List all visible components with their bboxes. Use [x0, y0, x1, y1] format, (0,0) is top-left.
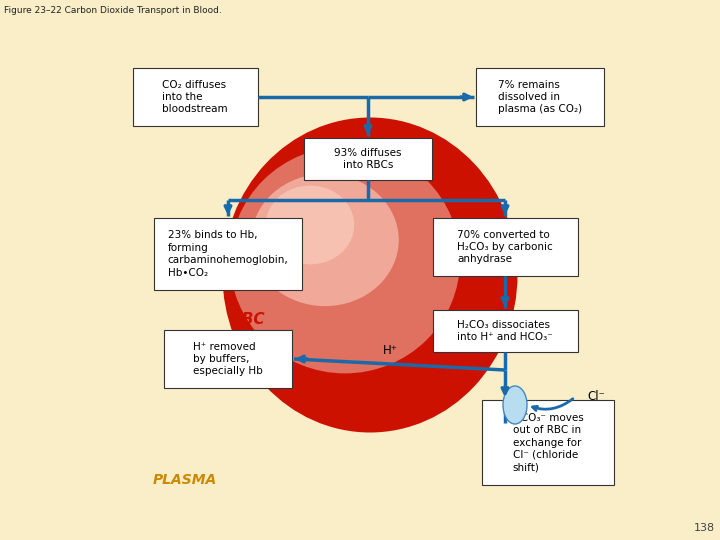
Text: 93% diffuses
into RBCs: 93% diffuses into RBCs: [334, 148, 402, 170]
Ellipse shape: [503, 386, 527, 424]
Text: H⁺ removed
by buffers,
especially Hb: H⁺ removed by buffers, especially Hb: [193, 342, 263, 376]
FancyBboxPatch shape: [476, 68, 604, 126]
FancyBboxPatch shape: [433, 310, 577, 352]
Text: 7% remains
dissolved in
plasma (as CO₂): 7% remains dissolved in plasma (as CO₂): [498, 79, 582, 114]
Ellipse shape: [230, 146, 460, 373]
Ellipse shape: [222, 118, 518, 433]
Text: HCO₃⁻ moves
out of RBC in
exchange for
Cl⁻ (chloride
shift): HCO₃⁻ moves out of RBC in exchange for C…: [513, 413, 583, 472]
Text: PLASMA: PLASMA: [153, 473, 217, 487]
Text: H₂CO₃ dissociates
into H⁺ and HCO₃⁻: H₂CO₃ dissociates into H⁺ and HCO₃⁻: [457, 320, 553, 342]
FancyBboxPatch shape: [164, 330, 292, 388]
FancyBboxPatch shape: [154, 218, 302, 290]
Text: 23% binds to Hb,
forming
carbaminohemoglobin,
Hb•CO₂: 23% binds to Hb, forming carbaminohemogl…: [168, 231, 289, 278]
Text: 138: 138: [694, 523, 715, 533]
Text: RBC: RBC: [230, 313, 265, 327]
FancyBboxPatch shape: [132, 68, 258, 126]
Text: 70% converted to
H₂CO₃ by carbonic
anhydrase: 70% converted to H₂CO₃ by carbonic anhyd…: [457, 230, 553, 265]
Ellipse shape: [266, 186, 354, 265]
Text: CO₂ diffuses
into the
bloodstream: CO₂ diffuses into the bloodstream: [162, 79, 228, 114]
FancyBboxPatch shape: [482, 400, 614, 485]
FancyBboxPatch shape: [433, 218, 577, 276]
Text: Cl⁻: Cl⁻: [587, 390, 605, 403]
Ellipse shape: [251, 174, 399, 306]
FancyBboxPatch shape: [304, 138, 432, 180]
Text: Figure 23–22 Carbon Dioxide Transport in Blood.: Figure 23–22 Carbon Dioxide Transport in…: [4, 6, 222, 15]
Text: H⁺: H⁺: [383, 345, 398, 357]
